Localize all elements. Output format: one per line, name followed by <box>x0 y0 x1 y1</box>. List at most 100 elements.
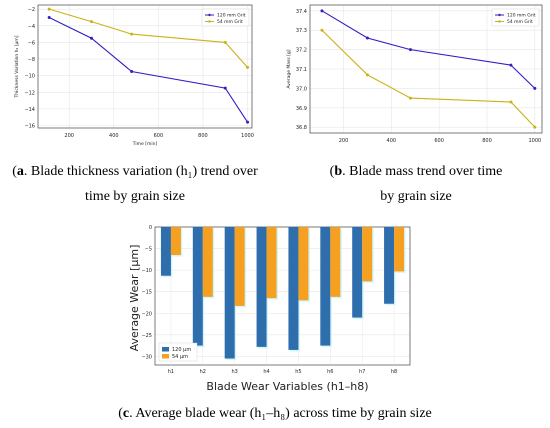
x-tick-label: h8 <box>391 369 397 375</box>
legend-swatch <box>162 347 169 352</box>
bar <box>330 227 341 297</box>
y-tick-label: −8 <box>28 57 35 63</box>
data-point <box>365 73 369 77</box>
y-axis-label: Thickness Variation h₁ [µm] <box>14 35 20 98</box>
data-point <box>246 65 250 69</box>
series-line <box>48 16 249 123</box>
chart-a-thickness: 200 400 600 800 1000 −2 −4 −6 −8 −10 −12 −14 −16 Time… <box>14 4 254 147</box>
bar <box>298 227 309 301</box>
x-tick-label: h2 <box>200 369 206 375</box>
chart-c-panel: 0 −5 −10 −15 −20 −25 −30 h1 h2 h3 h4 h5 h6 h7 h8 Blade … <box>125 222 415 400</box>
caption-a-line1: . Blade thickness variation (h₁) trend o… <box>23 164 258 179</box>
caption-c-label: c <box>122 406 130 421</box>
data-point <box>246 120 250 124</box>
y-tick-label: 37.2 <box>296 48 307 54</box>
y-tick-label: −4 <box>28 24 35 30</box>
data-point <box>365 36 369 40</box>
data-point <box>408 96 412 100</box>
data-point <box>90 36 93 40</box>
data-point <box>47 15 51 19</box>
legend-marker <box>498 13 501 17</box>
caption-b-line2: by grain size <box>380 189 452 204</box>
bar <box>170 227 181 256</box>
bar <box>256 227 267 347</box>
y-tick-label: −30 <box>141 354 152 360</box>
y-tick-label: 37.1 <box>296 67 307 73</box>
bar <box>394 227 405 272</box>
x-tick-label: h3 <box>232 369 238 375</box>
data-point <box>509 63 513 67</box>
legend-label: 120 mm Grit <box>507 13 536 19</box>
chart-b-mass: 200 400 600 800 1000 36.8 36.9 37.0 37.1 37.2 37.3… <box>286 4 543 144</box>
legend-marker <box>208 13 211 17</box>
x-tick-label: 200 <box>339 138 349 144</box>
legend-label: 120 µm <box>172 347 191 353</box>
legend-label: 120 mm Grit <box>217 13 246 19</box>
y-tick-label: −15 <box>141 290 152 296</box>
data-point <box>408 48 412 52</box>
data-point <box>320 9 324 13</box>
y-axis-label: Average Wear [µm] <box>128 245 141 352</box>
x-tick-label: 1000 <box>528 138 541 144</box>
x-tick-label: 800 <box>198 133 208 139</box>
x-axis-label: Time [min] <box>132 141 158 147</box>
data-point <box>533 86 537 90</box>
y-tick-label: 0 <box>149 225 152 231</box>
bar <box>288 227 299 350</box>
chart-c-wear: 0 −5 −10 −15 −20 −25 −30 h1 h2 h3 h4 h5 h6 h7 h8 Blade … <box>128 225 411 393</box>
data-point <box>47 7 51 11</box>
caption-a-label: a <box>16 164 24 179</box>
y-tick-label: −12 <box>24 90 35 96</box>
y-tick-label: 36.9 <box>296 106 307 112</box>
bar <box>192 227 203 346</box>
x-tick-label: 200 <box>64 133 74 139</box>
x-tick-label: h7 <box>359 369 365 375</box>
plot-frame <box>309 4 543 134</box>
y-tick-label: −25 <box>141 333 152 339</box>
x-tick-label: h6 <box>327 369 333 375</box>
data-point <box>320 28 324 32</box>
legend-marker <box>208 20 211 23</box>
y-axis-label: Average Mass [g] <box>286 49 292 88</box>
plot-frame <box>154 226 411 366</box>
y-tick-label: −20 <box>141 311 152 317</box>
y-tick-label: −10 <box>24 74 35 80</box>
chart-b-panel: 200 400 600 800 1000 36.8 36.9 37.0 37.1 37.2 37.3… <box>282 0 550 158</box>
data-point <box>533 125 537 129</box>
y-tick-label: −10 <box>141 268 152 274</box>
legend-label: 54 mm Grit <box>217 19 243 25</box>
y-tick-label: −5 <box>145 247 152 253</box>
y-tick-label: −2 <box>28 7 35 13</box>
bar <box>320 227 331 346</box>
x-tick-label: 1000 <box>241 133 254 139</box>
data-point <box>130 69 134 73</box>
y-tick-label: 37.3 <box>296 28 307 34</box>
caption-a-line2: time by grain size <box>85 189 185 204</box>
x-tick-label: 600 <box>154 133 164 139</box>
caption-c: (c. Average blade wear (h₁–h₈) across ti… <box>118 406 432 421</box>
legend-swatch <box>162 354 169 359</box>
x-tick-label: h5 <box>295 369 301 375</box>
y-tick-label: −6 <box>28 40 35 46</box>
bar <box>266 227 277 299</box>
data-point <box>130 32 134 36</box>
chart-a-panel: 200 400 600 800 1000 −2 −4 −6 −8 −10 −12 −14 −16 Time… <box>0 0 270 158</box>
caption-b-line1: . Blade mass trend over time <box>342 164 503 179</box>
x-tick-label: h1 <box>168 369 174 375</box>
bar <box>352 227 363 318</box>
y-tick-label: 36.8 <box>296 125 307 131</box>
caption-c-text: . Average blade wear (h₁–h₈) across time… <box>129 406 432 421</box>
caption-a: (a. Blade thickness variation (h₁) trend… <box>0 162 270 206</box>
y-tick-label: 37.0 <box>296 86 307 92</box>
x-tick-label: h4 <box>263 369 269 375</box>
bar <box>384 227 395 304</box>
x-tick-label: 600 <box>434 138 444 144</box>
plot-frame <box>37 4 253 129</box>
caption-b-label: b <box>334 164 343 179</box>
y-tick-label: 37.4 <box>296 9 307 15</box>
bar <box>362 227 373 282</box>
x-axis-label: Blade Wear Variables (h1–h8) <box>206 380 368 393</box>
data-point <box>223 40 227 44</box>
bar <box>224 227 235 359</box>
x-tick-label: 400 <box>109 133 119 139</box>
